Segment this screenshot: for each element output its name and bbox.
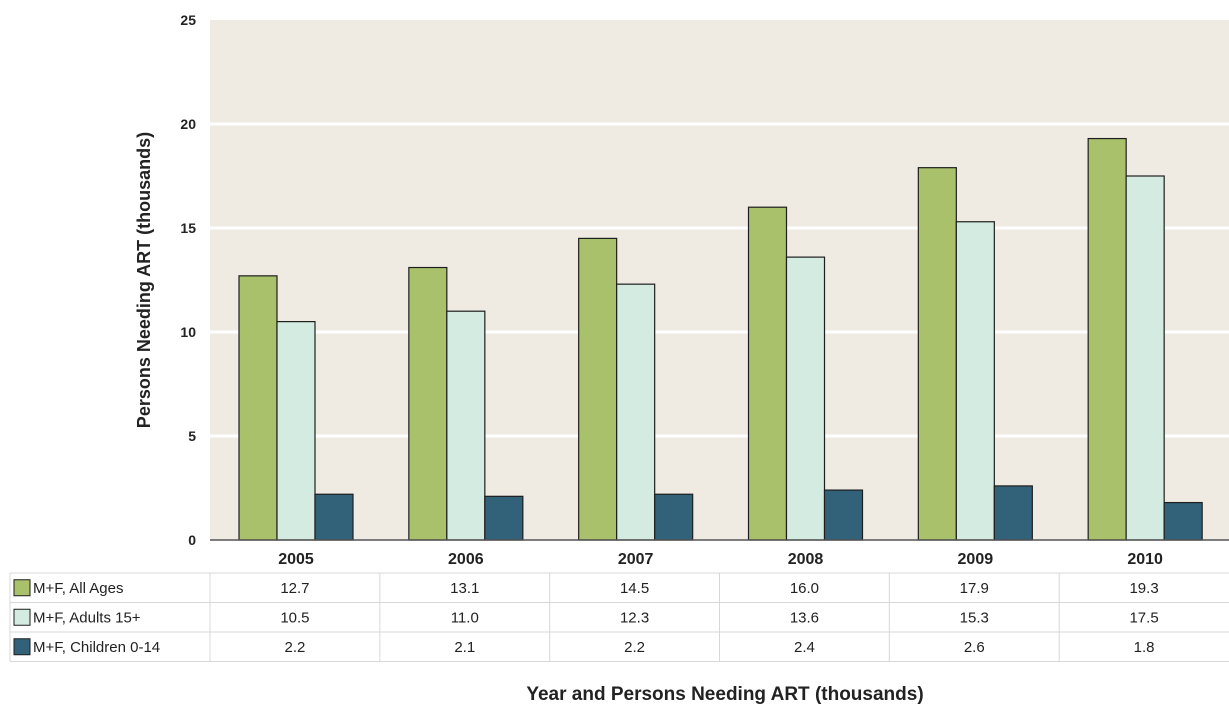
table-cell: 16.0 xyxy=(790,580,819,597)
x-category-label: 2010 xyxy=(1127,551,1163,568)
bar xyxy=(446,310,486,541)
x-axis-categories: 2005 2006 2007 2008 2009 2010 xyxy=(278,551,1163,568)
bar xyxy=(917,167,957,541)
bar xyxy=(993,485,1033,541)
table-cell: 11.0 xyxy=(451,609,479,626)
x-category-label: 2008 xyxy=(788,551,824,568)
bar xyxy=(1087,137,1127,541)
y-tick-label: 25 xyxy=(180,12,196,28)
table-cell: 13.6 xyxy=(790,609,819,626)
table-cell: 2.2 xyxy=(284,639,305,656)
x-axis-title: Year and Persons Needing ART (thousands) xyxy=(526,684,923,705)
bar xyxy=(578,237,618,541)
gridlines xyxy=(210,122,1229,438)
y-tick-label: 10 xyxy=(180,324,196,340)
legend-swatch xyxy=(13,638,31,656)
bar xyxy=(484,495,524,541)
y-tick-label: 0 xyxy=(188,532,196,548)
table-cell: 19.3 xyxy=(1129,580,1158,597)
bar xyxy=(785,256,826,541)
legend-label: M+F, Adults 15+ xyxy=(33,609,141,626)
y-axis-title: Persons Needing ART (thousands) xyxy=(134,132,154,428)
y-tick-label: 5 xyxy=(188,428,196,444)
table-cell: 17.9 xyxy=(960,580,989,597)
legend-label: M+F, Children 0-14 xyxy=(33,639,160,656)
y-tick-label: 20 xyxy=(180,116,196,132)
plot-area xyxy=(210,20,1229,540)
table-cell: 12.7 xyxy=(280,580,309,597)
table-cell: 2.2 xyxy=(624,639,645,656)
bar xyxy=(1125,175,1165,541)
bar xyxy=(616,283,656,541)
x-category-label: 2007 xyxy=(618,551,654,568)
y-tick-label: 15 xyxy=(180,220,196,236)
table-cell: 12.3 xyxy=(620,609,649,626)
bar xyxy=(654,493,694,541)
table-cell: 10.5 xyxy=(280,609,309,626)
table-cell: 13.1 xyxy=(450,580,479,597)
bars xyxy=(238,137,1203,541)
table-cell: 2.1 xyxy=(454,639,475,656)
bar xyxy=(314,493,354,541)
table-cell: 15.3 xyxy=(960,609,989,626)
table-cell: 2.6 xyxy=(964,639,985,656)
bar xyxy=(747,206,788,541)
bar xyxy=(276,321,316,541)
y-axis-ticks: 0 5 10 15 20 25 xyxy=(180,12,196,548)
table-cell: 2.4 xyxy=(794,639,815,656)
bar xyxy=(823,489,864,541)
legend-label: M+F, All Ages xyxy=(33,580,123,597)
bar xyxy=(955,221,995,541)
x-category-label: 2005 xyxy=(278,551,314,568)
legend-swatch xyxy=(13,608,31,626)
legend-swatch xyxy=(13,579,31,597)
table-cell: 14.5 xyxy=(620,580,649,597)
data-table: M+F, All Ages 12.7 13.1 14.5 16.0 17.9 19.3 M+F… xyxy=(9,572,1229,662)
x-category-label: 2009 xyxy=(958,551,994,568)
bar xyxy=(238,275,278,541)
bar xyxy=(408,266,448,541)
bar xyxy=(1163,501,1203,541)
table-cell: 17.5 xyxy=(1129,609,1158,626)
x-category-label: 2006 xyxy=(448,551,484,568)
table-cell: 1.8 xyxy=(1134,639,1155,656)
